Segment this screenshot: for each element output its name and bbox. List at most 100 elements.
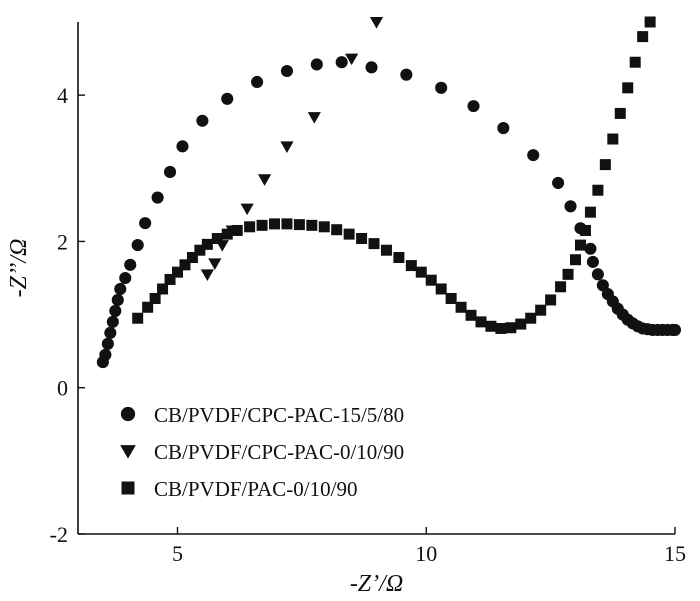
data-point (99, 348, 112, 361)
data-point (564, 200, 577, 213)
y-tick-label: 2 (57, 229, 68, 254)
x-tick-label: 15 (664, 541, 686, 566)
data-point (505, 322, 517, 334)
data-point (622, 82, 634, 94)
data-point (196, 114, 209, 127)
data-point (142, 301, 154, 313)
data-point (149, 292, 161, 304)
data-point (201, 238, 213, 250)
data-point (101, 337, 114, 350)
legend-marker-square (121, 481, 135, 495)
legend-label: CB/PVDF/CPC-PAC-15/5/80 (154, 403, 404, 427)
series-triangle-down (200, 17, 384, 281)
data-point (425, 274, 437, 286)
data-point (629, 56, 641, 68)
data-point (614, 107, 626, 119)
data-point (124, 258, 137, 271)
legend-marker-circle (120, 406, 136, 422)
data-point (574, 239, 586, 251)
data-points (96, 16, 682, 369)
data-point (393, 252, 405, 264)
data-point (455, 301, 467, 313)
data-point (131, 239, 144, 252)
data-point (221, 228, 233, 240)
data-point (475, 316, 487, 328)
data-point (525, 312, 537, 324)
data-point (368, 238, 380, 250)
data-point (497, 122, 510, 135)
data-point (586, 255, 599, 268)
data-point (599, 159, 611, 171)
data-point (269, 218, 281, 230)
data-point (240, 203, 254, 216)
data-point (280, 64, 294, 78)
data-point (555, 281, 567, 293)
x-tick-label: 5 (172, 541, 183, 566)
data-point (109, 304, 122, 317)
data-point (596, 279, 609, 292)
data-point (157, 283, 169, 295)
data-point (584, 206, 596, 218)
y-tick-label: 4 (57, 83, 68, 108)
data-point (579, 224, 591, 236)
data-point (132, 312, 144, 324)
data-point (231, 224, 243, 236)
y-tick-label: -2 (50, 522, 68, 547)
data-point (637, 31, 649, 43)
data-point (380, 244, 392, 256)
data-point (356, 233, 368, 245)
data-point (592, 184, 604, 196)
data-point (179, 259, 191, 271)
data-point (139, 217, 152, 230)
series-circle (96, 56, 682, 369)
data-point (552, 176, 565, 189)
data-point (280, 141, 294, 153)
data-point (365, 61, 378, 74)
data-point (151, 191, 164, 204)
data-point (293, 219, 305, 231)
data-point (104, 326, 117, 339)
data-point (251, 75, 264, 89)
data-point (527, 149, 540, 162)
series-square (132, 16, 656, 334)
data-point (415, 266, 427, 278)
data-point (644, 16, 656, 28)
data-point (119, 271, 132, 285)
data-point (318, 221, 330, 233)
data-point (164, 273, 176, 285)
legend: CB/PVDF/CPC-PAC-15/5/80 CB/PVDF/CPC-PAC-0… (120, 403, 404, 501)
data-point (445, 292, 457, 304)
data-point (467, 100, 480, 113)
data-point (172, 266, 183, 278)
data-point (163, 165, 177, 178)
data-point (106, 315, 119, 328)
data-point (562, 268, 574, 280)
data-point (345, 53, 359, 66)
data-point (545, 294, 557, 306)
data-point (176, 140, 189, 153)
data-point (244, 221, 256, 233)
data-point (257, 174, 272, 186)
data-point (668, 323, 682, 336)
data-point (570, 254, 581, 266)
data-point (256, 219, 268, 231)
x-tick-label: 10 (415, 541, 437, 566)
data-point (535, 304, 547, 316)
data-point (400, 68, 413, 81)
data-point (485, 320, 497, 332)
data-point (591, 268, 604, 281)
y-axis-label: -Z’’/Ω (6, 239, 32, 298)
data-point (495, 322, 507, 334)
data-point (405, 260, 417, 272)
data-point (369, 17, 384, 29)
data-point (211, 233, 223, 245)
data-point (114, 282, 127, 296)
data-point (208, 258, 222, 270)
data-point (435, 283, 447, 295)
data-point (306, 219, 318, 231)
data-point (307, 112, 321, 124)
data-point (200, 269, 214, 281)
data-point (331, 224, 343, 236)
